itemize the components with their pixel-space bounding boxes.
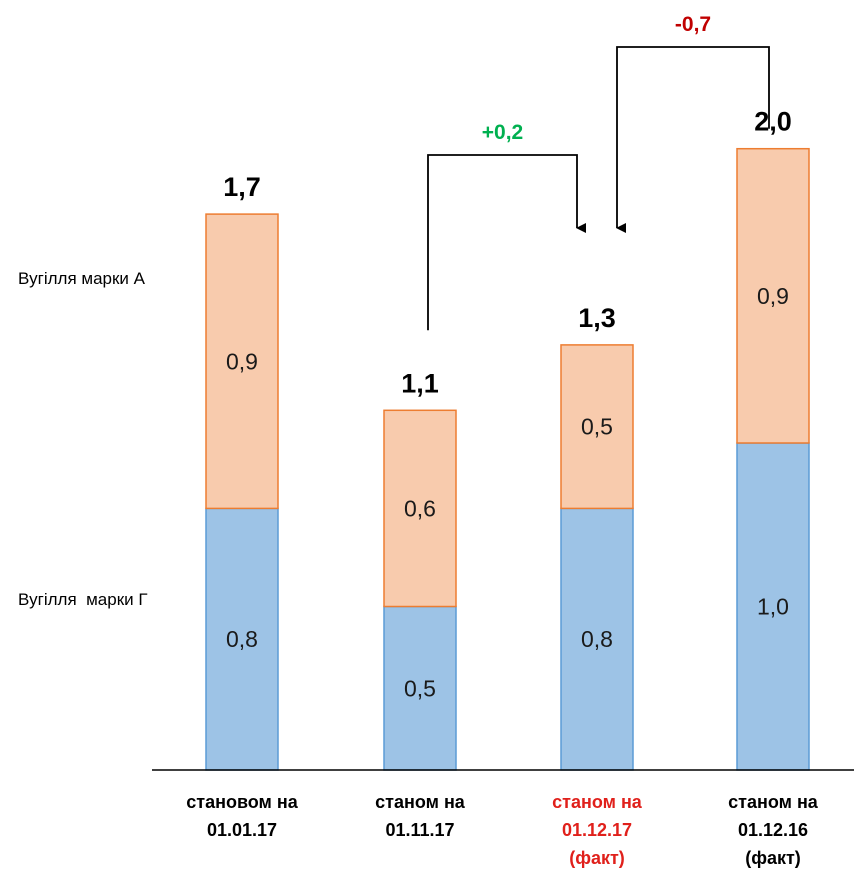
category-label: станом на 01.12.17 (факт) — [552, 792, 643, 868]
segment-value-label: 0,5 — [581, 414, 613, 440]
change-label: -0,7 — [675, 13, 711, 36]
series-label-marka-a: Вугілля марки А — [18, 269, 146, 288]
segment-value-label: 0,5 — [404, 675, 436, 701]
segment-value-label: 0,8 — [226, 626, 258, 652]
segment-value-label: 0,9 — [757, 283, 789, 309]
category-label: станом на 01.12.16 (факт) — [728, 792, 819, 868]
bar-segment-s1-c3 — [736, 147, 810, 444]
total-value-label: 1,3 — [578, 303, 616, 333]
segment-value-label: 0,8 — [581, 626, 613, 652]
segment-value-label: 1,0 — [757, 594, 789, 620]
bar-segment-s0-c0 — [205, 507, 279, 771]
bar-segment-s1-c0 — [205, 213, 279, 510]
segment-value-label: 0,9 — [226, 348, 258, 374]
series-label-marka-g: Вугілля марки Г — [18, 590, 148, 609]
change-label: +0,2 — [482, 121, 523, 144]
total-value-label: 2,0 — [754, 107, 792, 137]
change-arrow — [427, 154, 586, 331]
bar-segment-s0-c2 — [560, 507, 634, 771]
bar-segment-s1-c1 — [383, 409, 457, 608]
category-label: станом на 01.11.17 — [375, 792, 466, 840]
total-value-label: 1,1 — [401, 368, 439, 398]
total-value-label: 1,7 — [223, 172, 261, 202]
category-label: становом на 01.01.17 — [186, 792, 298, 840]
bar-segment-s1-c2 — [560, 344, 634, 510]
change-arrow — [616, 46, 770, 233]
segment-value-label: 0,6 — [404, 495, 436, 521]
